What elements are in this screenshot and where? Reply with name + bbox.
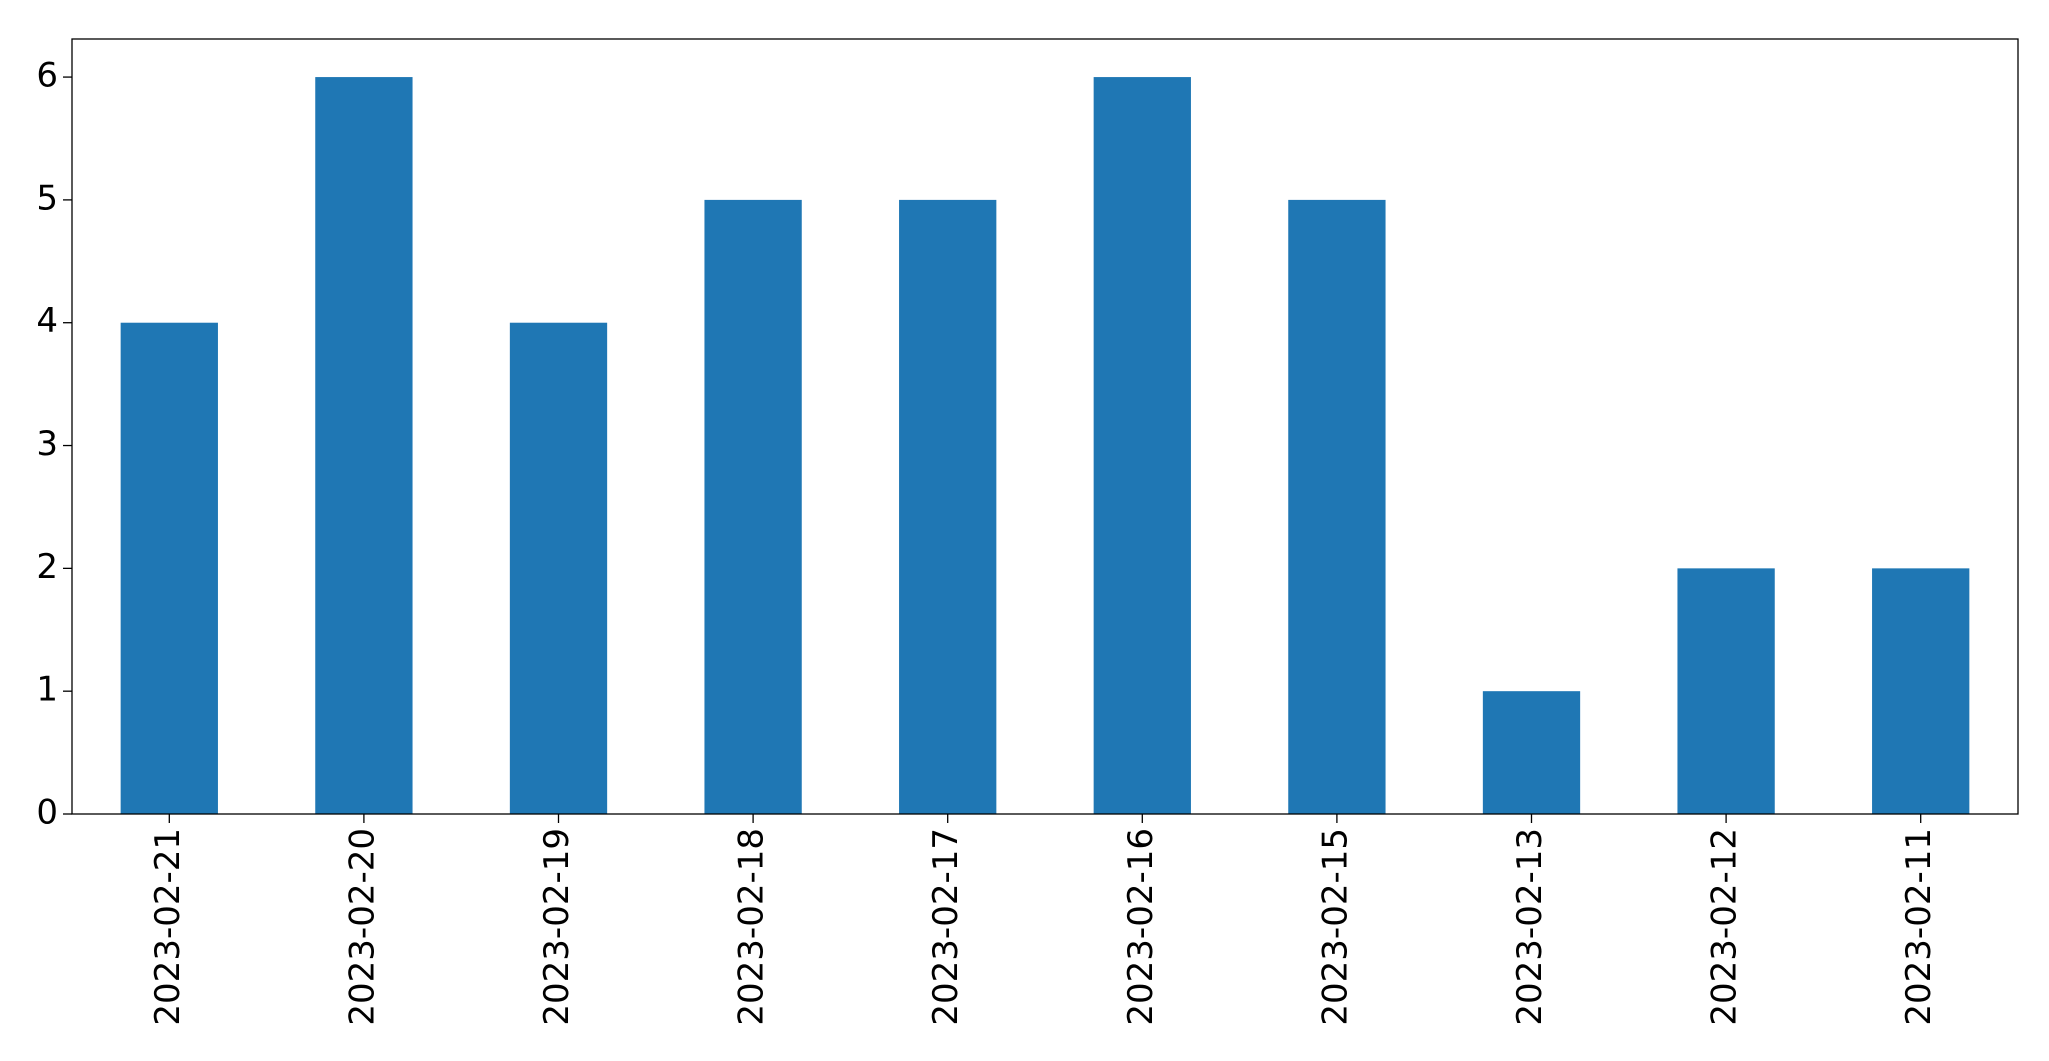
y-tick-label: 4 <box>36 301 58 341</box>
x-tick-label: 2023-02-18 <box>732 828 772 1026</box>
x-tick-label: 2023-02-11 <box>1899 828 1939 1026</box>
x-tick-label: 2023-02-17 <box>926 828 966 1026</box>
x-tick-label: 2023-02-15 <box>1315 828 1355 1026</box>
y-tick-label: 5 <box>36 178 58 218</box>
y-tick-label: 0 <box>36 793 58 833</box>
plot-frame <box>71 38 2019 815</box>
bar <box>704 199 802 815</box>
x-tick-label: 2023-02-12 <box>1705 828 1745 1026</box>
bar <box>1093 77 1191 815</box>
bar <box>1872 568 1970 814</box>
y-tick-label: 1 <box>36 670 58 710</box>
x-tick-label: 2023-02-13 <box>1510 828 1550 1026</box>
bar <box>899 199 997 815</box>
x-tick-label: 2023-02-21 <box>148 828 188 1026</box>
bar <box>1677 568 1775 814</box>
y-tick-label: 3 <box>36 424 58 464</box>
x-tick-label: 2023-02-19 <box>537 828 577 1026</box>
bar <box>1288 199 1386 815</box>
x-tick-label: 2023-02-16 <box>1121 828 1161 1026</box>
bar <box>315 77 413 815</box>
bar <box>120 322 218 814</box>
bar <box>1482 691 1581 814</box>
y-tick-label: 6 <box>36 56 58 96</box>
x-tick-label: 2023-02-20 <box>342 828 382 1026</box>
bar <box>509 322 608 814</box>
y-tick-label: 2 <box>36 547 58 587</box>
